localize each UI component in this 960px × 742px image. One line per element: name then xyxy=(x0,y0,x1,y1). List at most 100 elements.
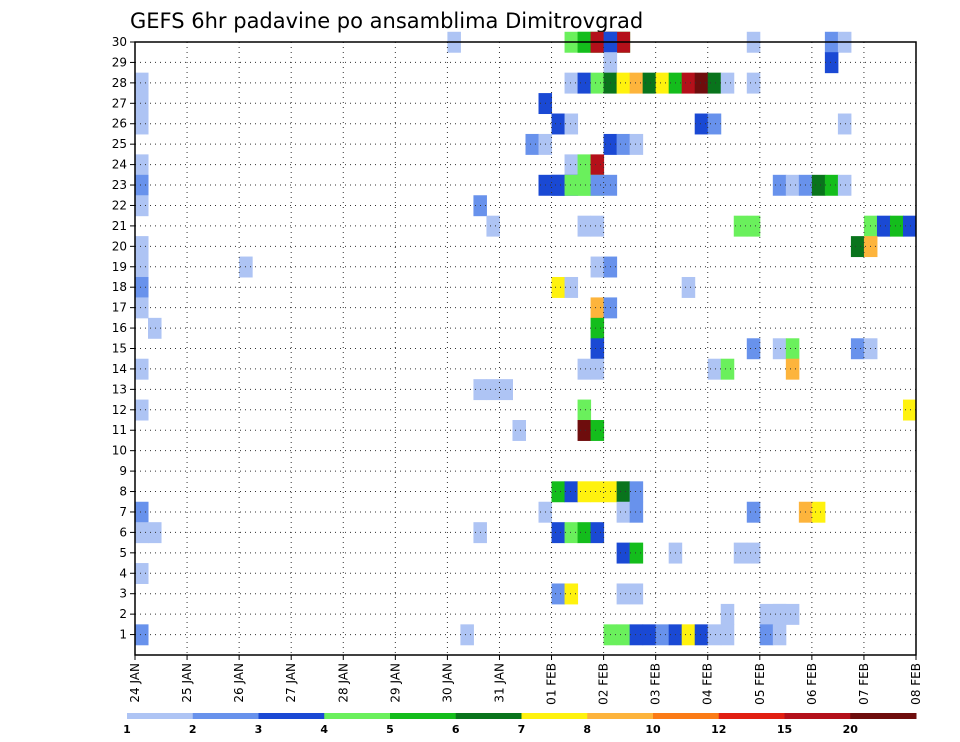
x-tick-label: 03 FEB xyxy=(649,663,663,705)
precip-cell xyxy=(681,624,696,646)
colorbar-label: 6 xyxy=(452,723,460,736)
colorbar-label: 5 xyxy=(386,723,394,736)
precip-cell xyxy=(707,624,722,646)
gridlines xyxy=(134,41,917,655)
precip-cell xyxy=(902,399,917,421)
precip-cell xyxy=(616,72,631,94)
y-tick-label: 25 xyxy=(112,137,127,151)
precip-cell xyxy=(772,624,787,646)
precip-cell xyxy=(135,522,149,544)
y-tick-label: 13 xyxy=(112,382,127,396)
precip-cell xyxy=(616,542,631,564)
precip-cell xyxy=(746,542,761,564)
precip-cell xyxy=(746,72,761,94)
x-tick-label: 30 JAN xyxy=(440,663,454,703)
precip-cell xyxy=(590,297,605,319)
precip-cell xyxy=(577,481,592,503)
precip-cell xyxy=(720,603,735,625)
precip-cell xyxy=(486,215,500,237)
y-tick-label: 12 xyxy=(112,403,127,417)
precip-cell xyxy=(785,174,800,196)
y-tick-label: 4 xyxy=(119,566,127,580)
precip-cell xyxy=(746,501,761,523)
precip-cell xyxy=(135,154,149,176)
precip-cell xyxy=(590,522,605,544)
precip-cell xyxy=(551,481,566,503)
precip-cell xyxy=(590,215,605,237)
precip-cell xyxy=(512,420,526,441)
precip-cell xyxy=(590,256,605,278)
x-tick-label: 31 JAN xyxy=(492,663,506,703)
precip-cell xyxy=(655,72,670,94)
x-tick-label: 08 FEB xyxy=(909,663,923,705)
x-tick-label: 29 JAN xyxy=(388,663,402,703)
axes: 1234567891011121314151617181920212223242… xyxy=(112,35,923,705)
precip-cell xyxy=(551,583,566,605)
chart-title: GEFS 6hr padavine po ansamblima Dimitrov… xyxy=(130,9,643,33)
precip-cell xyxy=(694,72,709,94)
y-tick-label: 1 xyxy=(119,628,127,642)
precip-cell xyxy=(590,420,605,441)
precip-cell xyxy=(889,215,904,237)
colorbar-swatch xyxy=(127,713,194,719)
colorbar-label: 1 xyxy=(123,723,131,736)
precip-cell xyxy=(590,338,605,360)
precip-cell xyxy=(499,379,513,401)
colorbar-label: 12 xyxy=(711,723,726,736)
colorbar-swatch xyxy=(587,713,654,719)
colorbar-label: 7 xyxy=(518,723,526,736)
precip-cell xyxy=(564,583,579,605)
x-tick-label: 02 FEB xyxy=(597,663,611,705)
precip-cell xyxy=(655,624,670,646)
precip-cell xyxy=(629,542,644,564)
precip-cell xyxy=(837,113,852,135)
precip-cell xyxy=(135,256,149,278)
precip-cell xyxy=(837,174,852,196)
precip-cell xyxy=(824,174,839,196)
precip-cell xyxy=(616,133,631,155)
y-tick-label: 10 xyxy=(112,444,127,458)
precip-cell xyxy=(590,481,605,503)
precip-cell xyxy=(135,72,149,94)
precip-cell xyxy=(642,72,657,94)
y-tick-label: 19 xyxy=(112,260,127,274)
x-tick-label: 24 JAN xyxy=(128,663,142,703)
precip-cell xyxy=(811,174,826,196)
y-tick-label: 21 xyxy=(112,219,127,233)
precip-cell xyxy=(564,276,579,298)
precip-cell xyxy=(642,624,657,646)
y-tick-label: 7 xyxy=(119,505,127,519)
colorbar-label: 15 xyxy=(777,723,792,736)
precip-cell xyxy=(590,72,605,94)
y-tick-label: 22 xyxy=(112,198,127,212)
x-tick-label: 06 FEB xyxy=(805,663,819,705)
precip-cell xyxy=(135,358,149,380)
precip-cell xyxy=(135,501,149,523)
precip-cell xyxy=(551,276,566,298)
precip-cell xyxy=(525,133,540,155)
precip-cell xyxy=(629,501,644,523)
precip-cell xyxy=(460,624,474,646)
precip-cell xyxy=(616,624,631,646)
precip-cell xyxy=(148,522,162,544)
x-tick-label: 25 JAN xyxy=(180,663,194,703)
colorbar-swatch xyxy=(718,713,785,719)
precip-cell xyxy=(824,52,839,74)
x-tick-label: 26 JAN xyxy=(232,663,246,703)
colorbar-label: 3 xyxy=(255,723,263,736)
precip-cell xyxy=(707,358,722,380)
colorbar-swatch xyxy=(324,713,391,719)
precip-cell xyxy=(850,236,865,258)
colorbar-swatch xyxy=(192,713,259,719)
colorbar-label: 20 xyxy=(843,723,859,736)
y-tick-label: 18 xyxy=(112,280,127,294)
precip-cell xyxy=(720,72,735,94)
y-tick-label: 9 xyxy=(119,464,127,478)
precip-cell xyxy=(629,72,644,94)
precip-cell xyxy=(135,113,149,135)
precip-cell xyxy=(629,583,644,605)
precip-cell xyxy=(694,113,709,135)
precip-cell xyxy=(564,72,579,94)
y-tick-label: 15 xyxy=(112,342,127,356)
colorbar-swatch xyxy=(455,713,522,719)
